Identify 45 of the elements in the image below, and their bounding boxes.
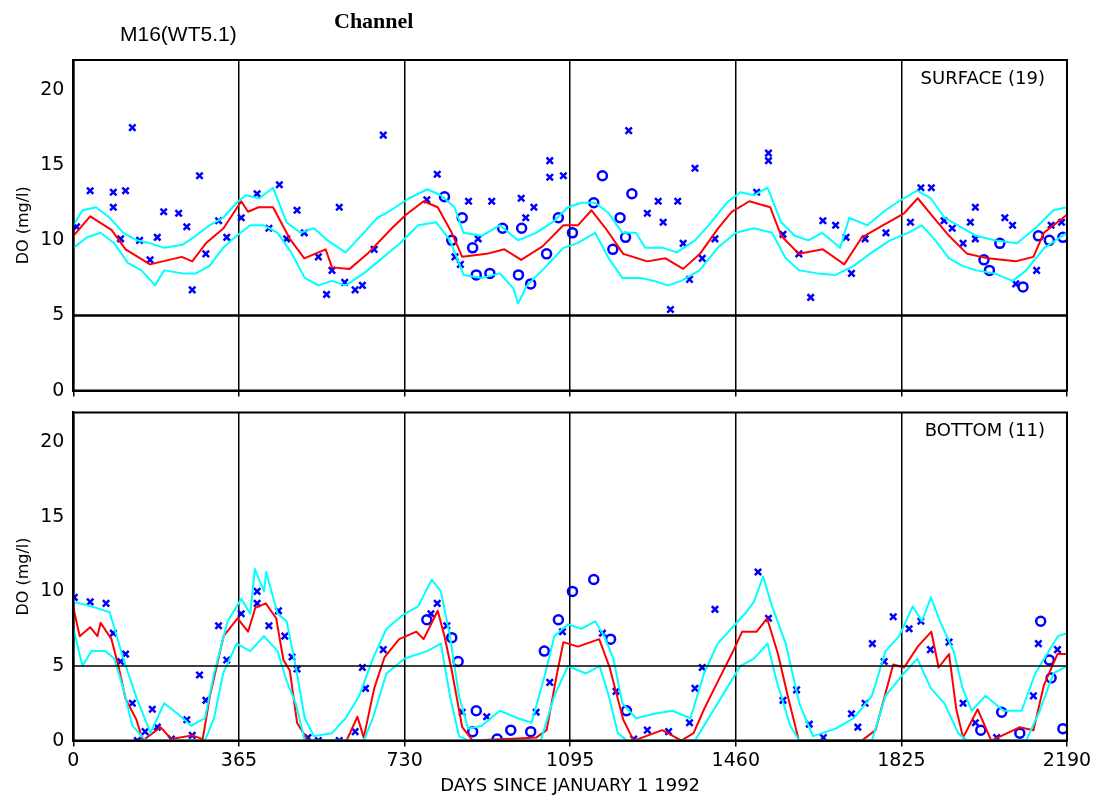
x-tick-label: 1460 <box>711 747 760 770</box>
y-tick-label: 10 <box>40 227 65 250</box>
point <box>538 645 551 657</box>
point <box>1014 727 1026 739</box>
y-tick-label: 20 <box>40 429 65 452</box>
point <box>540 248 553 260</box>
chart-title: M16(WT5.1) <box>120 22 237 46</box>
point <box>524 725 537 738</box>
x-tick-label: 730 <box>386 747 423 770</box>
point <box>975 724 987 736</box>
point <box>1017 281 1029 293</box>
x-axis-title: DAYS SINCE JANUARY 1 1992 <box>440 773 701 795</box>
point <box>515 222 528 235</box>
point <box>466 242 479 254</box>
y-tick-label: 5 <box>52 652 65 675</box>
point <box>552 614 565 626</box>
y-tick-label: 0 <box>52 377 65 400</box>
point <box>505 724 517 736</box>
x-tick-label: 2190 <box>1042 747 1092 770</box>
x-tick-label: 0 <box>67 747 80 770</box>
point <box>421 614 433 626</box>
point <box>512 269 525 281</box>
y-axis-title: DO (mg/l) <box>12 186 32 265</box>
chart-subtitle: Channel <box>334 8 414 34</box>
y-tick-label: 15 <box>40 152 65 175</box>
point <box>626 187 638 200</box>
y-tick-label: 15 <box>40 503 65 526</box>
x-tick-label: 1095 <box>546 747 595 770</box>
x-tick-label: 365 <box>220 747 258 770</box>
point <box>614 212 626 224</box>
point <box>470 705 483 717</box>
point <box>566 227 579 239</box>
point <box>596 169 609 182</box>
point <box>1034 615 1047 628</box>
annotation: BOTTOM (11) <box>924 419 1045 441</box>
y-axis-title: DO (mg/l) <box>12 537 32 616</box>
point <box>607 243 619 256</box>
annotation: SURFACE (19) <box>920 66 1045 88</box>
y-tick-label: 20 <box>40 76 65 99</box>
point <box>566 585 579 598</box>
point <box>588 573 600 586</box>
y-tick-label: 10 <box>40 578 65 601</box>
y-tick-label: 5 <box>52 302 65 325</box>
y-tick-label: 0 <box>52 727 65 750</box>
x-tick-label: 1825 <box>877 747 926 770</box>
